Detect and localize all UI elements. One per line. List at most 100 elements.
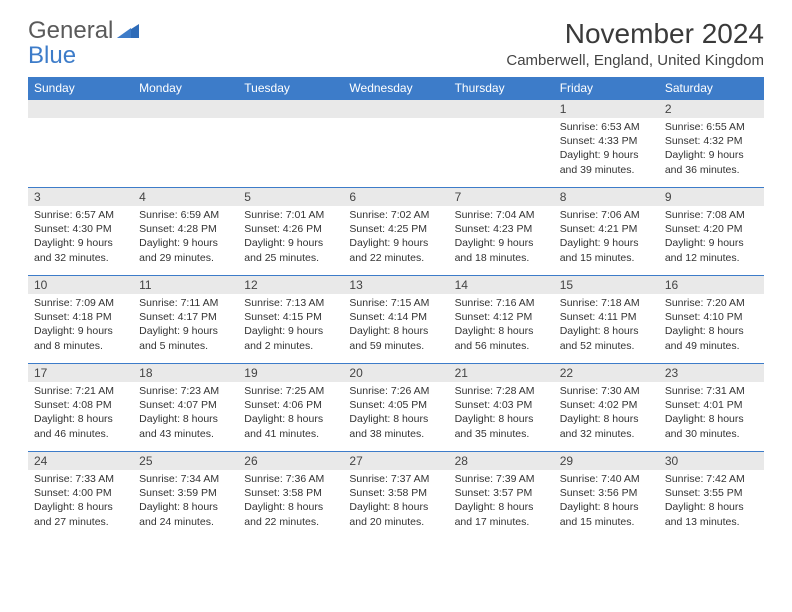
sunset-text: Sunset: 4:14 PM: [349, 310, 442, 324]
calendar-week-row: 24Sunrise: 7:33 AMSunset: 4:00 PMDayligh…: [28, 452, 764, 540]
day-number: 7: [449, 188, 554, 206]
sunset-text: Sunset: 4:28 PM: [139, 222, 232, 236]
day-number: 16: [659, 276, 764, 294]
calendar-day-cell: 1Sunrise: 6:53 AMSunset: 4:33 PMDaylight…: [554, 100, 659, 188]
calendar-day-cell: 28Sunrise: 7:39 AMSunset: 3:57 PMDayligh…: [449, 452, 554, 540]
day-number: 29: [554, 452, 659, 470]
sunrise-text: Sunrise: 7:33 AM: [34, 472, 127, 486]
sunset-text: Sunset: 4:21 PM: [560, 222, 653, 236]
sunrise-text: Sunrise: 7:37 AM: [349, 472, 442, 486]
calendar-page: General Blue November 2024 Camberwell, E…: [0, 0, 792, 550]
day-number: 24: [28, 452, 133, 470]
day-details: Sunrise: 7:04 AMSunset: 4:23 PMDaylight:…: [449, 206, 554, 269]
calendar-day-cell: [343, 100, 448, 188]
daylight-text: Daylight: 9 hours and 15 minutes.: [560, 236, 653, 264]
day-number: 14: [449, 276, 554, 294]
day-number: 5: [238, 188, 343, 206]
sunset-text: Sunset: 3:57 PM: [455, 486, 548, 500]
calendar-day-cell: 12Sunrise: 7:13 AMSunset: 4:15 PMDayligh…: [238, 276, 343, 364]
day-number: 6: [343, 188, 448, 206]
day-details: Sunrise: 7:11 AMSunset: 4:17 PMDaylight:…: [133, 294, 238, 357]
calendar-day-cell: 24Sunrise: 7:33 AMSunset: 4:00 PMDayligh…: [28, 452, 133, 540]
calendar-week-row: 10Sunrise: 7:09 AMSunset: 4:18 PMDayligh…: [28, 276, 764, 364]
day-number: 8: [554, 188, 659, 206]
logo-line1: General: [28, 17, 113, 44]
day-details: Sunrise: 7:02 AMSunset: 4:25 PMDaylight:…: [343, 206, 448, 269]
day-details: Sunrise: 7:36 AMSunset: 3:58 PMDaylight:…: [238, 470, 343, 533]
day-details: Sunrise: 6:53 AMSunset: 4:33 PMDaylight:…: [554, 118, 659, 181]
sunrise-text: Sunrise: 7:23 AM: [139, 384, 232, 398]
sunrise-text: Sunrise: 7:04 AM: [455, 208, 548, 222]
logo-text: General Blue: [28, 18, 139, 68]
daylight-text: Daylight: 9 hours and 8 minutes.: [34, 324, 127, 352]
day-number: 21: [449, 364, 554, 382]
day-details: Sunrise: 6:57 AMSunset: 4:30 PMDaylight:…: [28, 206, 133, 269]
daylight-text: Daylight: 8 hours and 56 minutes.: [455, 324, 548, 352]
daylight-text: Daylight: 8 hours and 49 minutes.: [665, 324, 758, 352]
day-details: Sunrise: 7:31 AMSunset: 4:01 PMDaylight:…: [659, 382, 764, 445]
sunset-text: Sunset: 4:07 PM: [139, 398, 232, 412]
calendar-day-cell: 6Sunrise: 7:02 AMSunset: 4:25 PMDaylight…: [343, 188, 448, 276]
day-details: Sunrise: 7:09 AMSunset: 4:18 PMDaylight:…: [28, 294, 133, 357]
day-number: 13: [343, 276, 448, 294]
daylight-text: Daylight: 8 hours and 38 minutes.: [349, 412, 442, 440]
calendar-body: 1Sunrise: 6:53 AMSunset: 4:33 PMDaylight…: [28, 100, 764, 540]
day-number: 3: [28, 188, 133, 206]
day-number: [133, 100, 238, 118]
calendar-day-cell: 15Sunrise: 7:18 AMSunset: 4:11 PMDayligh…: [554, 276, 659, 364]
daylight-text: Daylight: 9 hours and 5 minutes.: [139, 324, 232, 352]
day-number: 9: [659, 188, 764, 206]
sunrise-text: Sunrise: 7:40 AM: [560, 472, 653, 486]
calendar-day-cell: 10Sunrise: 7:09 AMSunset: 4:18 PMDayligh…: [28, 276, 133, 364]
sunrise-text: Sunrise: 7:16 AM: [455, 296, 548, 310]
calendar-day-cell: 20Sunrise: 7:26 AMSunset: 4:05 PMDayligh…: [343, 364, 448, 452]
calendar-day-cell: [28, 100, 133, 188]
day-details: Sunrise: 7:20 AMSunset: 4:10 PMDaylight:…: [659, 294, 764, 357]
sunrise-text: Sunrise: 6:57 AM: [34, 208, 127, 222]
day-number: 15: [554, 276, 659, 294]
daylight-text: Daylight: 9 hours and 18 minutes.: [455, 236, 548, 264]
daylight-text: Daylight: 9 hours and 32 minutes.: [34, 236, 127, 264]
weekday-header: Saturday: [659, 77, 764, 100]
sunset-text: Sunset: 4:00 PM: [34, 486, 127, 500]
day-details: Sunrise: 7:13 AMSunset: 4:15 PMDaylight:…: [238, 294, 343, 357]
sunset-text: Sunset: 4:18 PM: [34, 310, 127, 324]
day-number: 25: [133, 452, 238, 470]
calendar-day-cell: 7Sunrise: 7:04 AMSunset: 4:23 PMDaylight…: [449, 188, 554, 276]
day-number: [449, 100, 554, 118]
sunset-text: Sunset: 4:12 PM: [455, 310, 548, 324]
sunrise-text: Sunrise: 7:30 AM: [560, 384, 653, 398]
daylight-text: Daylight: 8 hours and 24 minutes.: [139, 500, 232, 528]
calendar-week-row: 3Sunrise: 6:57 AMSunset: 4:30 PMDaylight…: [28, 188, 764, 276]
daylight-text: Daylight: 8 hours and 13 minutes.: [665, 500, 758, 528]
calendar-day-cell: 17Sunrise: 7:21 AMSunset: 4:08 PMDayligh…: [28, 364, 133, 452]
sunset-text: Sunset: 4:17 PM: [139, 310, 232, 324]
sunset-text: Sunset: 4:26 PM: [244, 222, 337, 236]
calendar-day-cell: 13Sunrise: 7:15 AMSunset: 4:14 PMDayligh…: [343, 276, 448, 364]
daylight-text: Daylight: 8 hours and 43 minutes.: [139, 412, 232, 440]
sunset-text: Sunset: 4:08 PM: [34, 398, 127, 412]
day-details: Sunrise: 7:28 AMSunset: 4:03 PMDaylight:…: [449, 382, 554, 445]
day-number: 20: [343, 364, 448, 382]
daylight-text: Daylight: 8 hours and 41 minutes.: [244, 412, 337, 440]
day-details: Sunrise: 7:26 AMSunset: 4:05 PMDaylight:…: [343, 382, 448, 445]
calendar-day-cell: 21Sunrise: 7:28 AMSunset: 4:03 PMDayligh…: [449, 364, 554, 452]
day-details: Sunrise: 7:33 AMSunset: 4:00 PMDaylight:…: [28, 470, 133, 533]
day-details: Sunrise: 7:06 AMSunset: 4:21 PMDaylight:…: [554, 206, 659, 269]
sunrise-text: Sunrise: 7:15 AM: [349, 296, 442, 310]
sunrise-text: Sunrise: 7:31 AM: [665, 384, 758, 398]
calendar-day-cell: 25Sunrise: 7:34 AMSunset: 3:59 PMDayligh…: [133, 452, 238, 540]
sunrise-text: Sunrise: 7:01 AM: [244, 208, 337, 222]
daylight-text: Daylight: 9 hours and 25 minutes.: [244, 236, 337, 264]
day-details: Sunrise: 7:37 AMSunset: 3:58 PMDaylight:…: [343, 470, 448, 533]
day-details: Sunrise: 7:34 AMSunset: 3:59 PMDaylight:…: [133, 470, 238, 533]
sunrise-text: Sunrise: 7:36 AM: [244, 472, 337, 486]
daylight-text: Daylight: 9 hours and 36 minutes.: [665, 148, 758, 176]
logo-triangle-icon: [117, 24, 139, 38]
sunrise-text: Sunrise: 6:53 AM: [560, 120, 653, 134]
calendar-day-cell: 27Sunrise: 7:37 AMSunset: 3:58 PMDayligh…: [343, 452, 448, 540]
daylight-text: Daylight: 8 hours and 32 minutes.: [560, 412, 653, 440]
sunrise-text: Sunrise: 7:11 AM: [139, 296, 232, 310]
day-number: 22: [554, 364, 659, 382]
calendar-day-cell: 16Sunrise: 7:20 AMSunset: 4:10 PMDayligh…: [659, 276, 764, 364]
